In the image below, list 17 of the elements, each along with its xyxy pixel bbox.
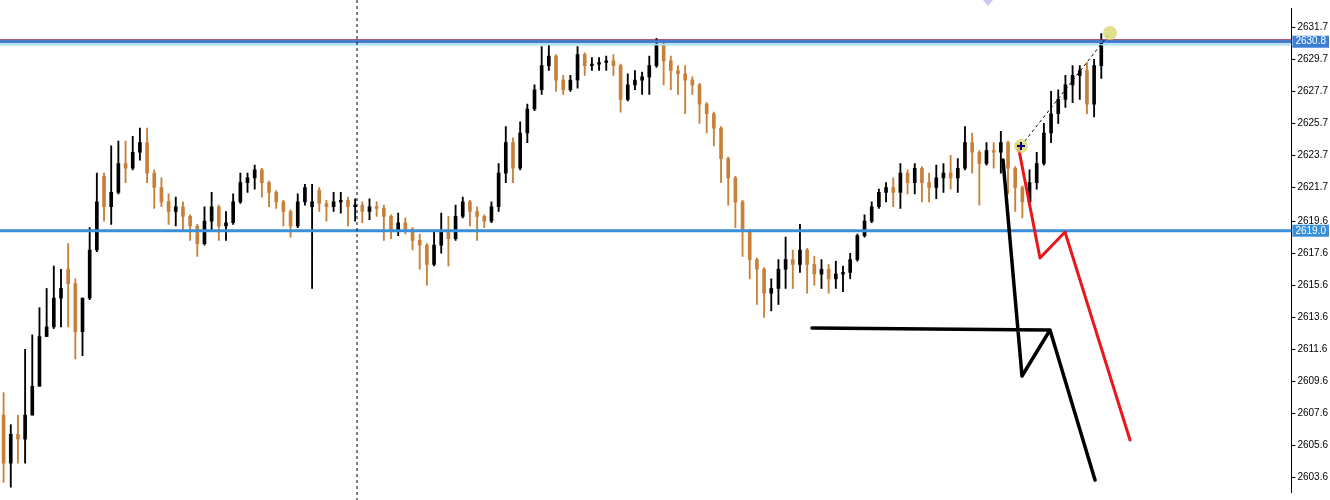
y-tick-label: 2603.6 bbox=[1297, 471, 1329, 483]
ref-line-label: 2630.8 bbox=[1295, 35, 1327, 47]
y-tick-label: 2607.6 bbox=[1297, 407, 1329, 419]
y-tick-label: 2627.7 bbox=[1297, 85, 1329, 97]
y-tick-label: 2625.7 bbox=[1297, 117, 1329, 129]
y-tick-label: 2615.6 bbox=[1297, 279, 1329, 291]
y-tick-label: 2617.6 bbox=[1297, 246, 1329, 258]
y-tick-label: 2611.6 bbox=[1297, 343, 1328, 355]
y-tick-label: 2631.7 bbox=[1297, 20, 1329, 32]
y-tick-label: 2621.7 bbox=[1297, 181, 1329, 193]
y-tick-label: 2613.6 bbox=[1297, 311, 1329, 323]
y-tick-label: 2619.6 bbox=[1297, 214, 1329, 226]
y-tick-label: 2623.7 bbox=[1297, 149, 1329, 161]
y-tick-label: 2629.7 bbox=[1297, 53, 1329, 65]
y-tick-label: 2605.6 bbox=[1297, 439, 1329, 451]
ref-line-label: 2619.0 bbox=[1295, 224, 1327, 236]
y-tick-label: 2609.6 bbox=[1297, 375, 1329, 387]
